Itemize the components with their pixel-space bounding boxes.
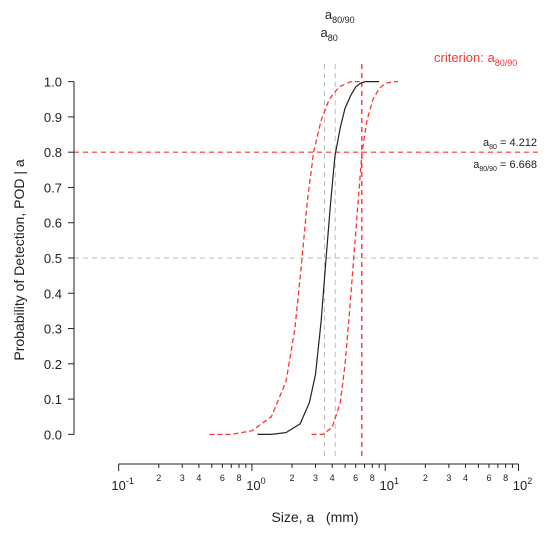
x-minor-tick-label: 8 [237,473,242,483]
x-minor-tick-label: 8 [370,473,375,483]
x-major-tick-label: 102 [513,476,532,493]
y-tick-label: 0.8 [44,145,62,160]
y-axis-title: Probability of Detection, POD | a [11,159,27,360]
x-major-tick-base: 10 [513,478,527,493]
a8090-value-label: a80/90 = 6.668 [473,159,537,173]
x-major-tick-label: 101 [379,476,398,493]
x-major-tick-exp: 2 [527,476,532,486]
a80-value-base: a [483,137,490,149]
criterion-sub: 80/90 [495,58,518,68]
y-tick-label: 0.5 [44,251,62,266]
reference-lines [74,64,538,456]
x-minor-tick-label: 2 [290,473,295,483]
confidence-bound-curve [311,80,399,436]
a8090-value-text: = 6.668 [497,159,537,171]
x-major-tick-exp: -1 [126,476,134,486]
y-tick-label: 0.2 [44,357,62,372]
a80-top-sub: 80 [328,33,338,43]
a8090-value-base: a [473,159,480,171]
y-tick-label: 0.0 [44,427,62,442]
a8090-value-sub: 80/90 [479,166,497,173]
y-tick-label: 0.3 [44,322,62,337]
x-minor-tick-label: 2 [423,473,428,483]
x-minor-tick-label: 2 [156,473,161,483]
x-minor-tick-label: 3 [180,473,185,483]
confidence-bound-curve [209,80,365,436]
axes: 0.00.10.20.30.40.50.60.70.80.91.010-1 100… [44,75,532,493]
y-tick-label: 0.4 [44,286,62,301]
y-tick-label: 0.1 [44,392,62,407]
y-tick-label: 0.7 [44,180,62,195]
a8090-top-label: a80/90 [325,7,355,25]
criterion-prefix: criterion: a [434,50,495,65]
x-minor-tick-label: 6 [220,473,225,483]
a80-value-text: = 4.212 [497,137,537,149]
y-tick-label: 0.9 [44,110,62,125]
a80-value-sub: 80 [489,144,497,151]
x-minor-tick-label: 4 [330,473,335,483]
x-minor-tick-label: 6 [486,473,491,483]
x-major-tick-base: 10 [246,478,260,493]
a80-top-base: a [321,25,329,40]
x-major-tick-label: 100 [246,476,265,493]
x-minor-tick-label: 3 [313,473,318,483]
pod-curve [257,81,380,435]
x-major-tick-exp: 1 [394,476,399,486]
x-major-tick-exp: 0 [261,476,266,486]
x-minor-tick-label: 8 [503,473,508,483]
y-tick-label: 1.0 [44,75,62,90]
criterion-label: criterion: a80/90 [434,50,517,68]
y-tick-label: 0.6 [44,216,62,231]
a80-value-label: a80 = 4.212 [483,137,537,151]
x-minor-tick-label: 4 [463,473,468,483]
curves [209,80,399,436]
a80-top-label: a80 [321,25,338,43]
a8090-top-base: a [325,7,333,22]
a8090-top-sub: 80/90 [332,15,355,25]
x-major-tick-base: 10 [111,478,125,493]
x-minor-tick-label: 3 [446,473,451,483]
x-major-tick-base: 10 [379,478,393,493]
x-minor-tick-label: 6 [353,473,358,483]
x-major-tick-label: 10-1 [111,476,133,493]
x-axis-title: Size, a (mm) [271,509,358,525]
x-minor-tick-label: 4 [196,473,201,483]
